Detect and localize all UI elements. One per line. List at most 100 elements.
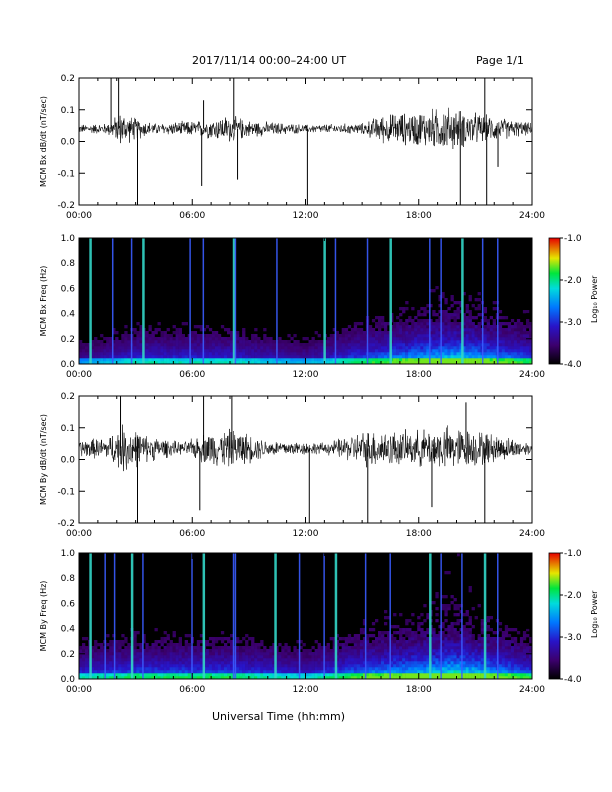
heatmap-cell: [444, 640, 448, 644]
heatmap-cell: [456, 325, 460, 329]
heatmap-cell: [381, 361, 385, 365]
heatmap-cell: [486, 334, 490, 338]
heatmap-cell: [91, 358, 95, 362]
heatmap-cell: [420, 640, 424, 644]
heatmap-cell: [224, 349, 228, 353]
heatmap-cell: [353, 667, 358, 671]
heatmap-cell: [245, 343, 249, 347]
heatmap-cell: [211, 346, 216, 350]
heatmap-cell: [426, 658, 430, 662]
heatmap-cell: [97, 658, 101, 662]
heatmap-cell: [459, 331, 463, 335]
heatmap-cell: [341, 349, 345, 353]
heatmap-cell: [411, 649, 415, 653]
heatmap-cell: [441, 643, 445, 647]
heatmap-cell: [368, 346, 373, 350]
heatmap-cell: [214, 337, 219, 341]
heatmap-cell: [402, 649, 406, 653]
heatmap-cell: [236, 349, 240, 353]
heatmap-cell: [208, 658, 213, 662]
heatmap-cell: [453, 340, 457, 344]
heatmap-cell: [393, 331, 397, 335]
heatmap-cell: [172, 343, 176, 347]
heatmap-cell: [257, 667, 261, 671]
heatmap-cell: [269, 658, 273, 662]
heatmap-cell: [263, 340, 267, 344]
heatmap-cell: [178, 337, 182, 341]
heatmap-cell: [459, 346, 463, 350]
heatmap-cell: [190, 331, 194, 335]
heatmap-cell: [257, 673, 261, 677]
heatmap-cell: [163, 337, 167, 341]
heatmap-cell: [459, 322, 463, 326]
heatmap-cell: [163, 631, 167, 635]
heatmap-cell: [79, 355, 83, 359]
heatmap-cell: [411, 652, 415, 656]
heatmap-cell: [417, 343, 421, 347]
heatmap-cell: [196, 667, 201, 671]
heatmap-cell: [353, 658, 358, 662]
heatmap-cell: [362, 337, 367, 341]
heatmap-cell: [375, 340, 379, 344]
heatmap-cell: [205, 358, 210, 362]
heatmap-cell: [396, 673, 400, 677]
heatmap-cell: [356, 331, 361, 335]
heatmap-cell: [483, 361, 487, 365]
y-tick-label: 0.0: [61, 456, 76, 466]
heatmap-cell: [438, 631, 442, 635]
heatmap-cell: [465, 322, 469, 326]
heatmap-cell: [166, 658, 170, 662]
heatmap-cell: [154, 649, 158, 653]
heatmap-cell: [435, 676, 439, 680]
heatmap-cell: [529, 670, 533, 674]
heatmap-cell: [287, 658, 291, 662]
heatmap-cell: [408, 658, 412, 662]
heatmap-cell: [462, 319, 466, 323]
heatmap-cell: [139, 355, 143, 359]
heatmap-cell: [166, 343, 170, 347]
heatmap-cell: [97, 361, 101, 365]
heatmap-cell: [287, 661, 291, 665]
heatmap-cell: [317, 676, 321, 680]
heatmap-cell: [172, 658, 176, 662]
heatmap-cell: [308, 358, 312, 362]
heatmap-cell: [384, 331, 388, 335]
heatmap-cell: [417, 313, 421, 317]
heatmap-cell: [317, 646, 321, 650]
heatmap-cell: [468, 337, 472, 341]
heatmap-cell: [302, 655, 306, 659]
heatmap-cell: [462, 328, 466, 332]
heatmap-cell: [471, 637, 475, 641]
heatmap-cell: [477, 637, 481, 641]
x-tick-label: 24:00: [519, 211, 545, 221]
heatmap-cell: [438, 352, 442, 356]
heatmap-cell: [341, 658, 345, 662]
heatmap-cell: [368, 661, 373, 665]
heatmap-cell: [405, 352, 409, 356]
heatmap-cell: [121, 676, 125, 680]
heatmap-cell: [498, 322, 503, 326]
heatmap-cell: [112, 670, 116, 674]
heatmap-cell: [347, 361, 352, 365]
heatmap-cell: [178, 334, 182, 338]
heatmap-cell: [148, 658, 152, 662]
heatmap-cell: [245, 646, 249, 650]
heatmap-cell: [471, 655, 475, 659]
heatmap-cell: [151, 658, 155, 662]
heatmap-cell: [97, 343, 101, 347]
heatmap-cell: [447, 328, 451, 332]
heatmap-cell: [492, 337, 496, 341]
trace-line: [78, 107, 533, 150]
heatmap-cell: [142, 676, 146, 680]
heatmap-cell: [344, 673, 349, 677]
heatmap-cell: [426, 361, 430, 365]
colorbar-tick-label: -1.0: [564, 549, 582, 559]
heatmap-cell: [405, 349, 409, 353]
heatmap-cell: [365, 640, 370, 644]
y-tick-label: 0.2: [61, 335, 75, 345]
heatmap-cell: [97, 355, 101, 359]
heatmap-cell: [208, 655, 213, 659]
heatmap-cell: [124, 343, 128, 347]
heatmap-cell: [462, 664, 466, 668]
heatmap-cell: [82, 637, 86, 641]
